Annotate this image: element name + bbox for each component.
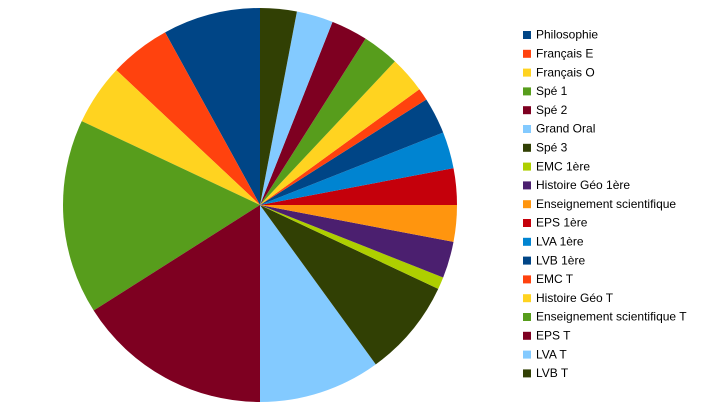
legend-label: LVB T xyxy=(536,366,569,380)
legend-label: EMC T xyxy=(536,272,574,286)
pie-slice xyxy=(260,168,457,205)
pie-slice xyxy=(260,132,454,205)
legend-swatch xyxy=(523,331,531,340)
legend-label: Spé 3 xyxy=(536,140,568,154)
legend-swatch xyxy=(523,313,531,321)
pie-slice xyxy=(260,38,395,205)
legend-label: Enseignement scientifique T xyxy=(536,310,687,324)
pie-slice xyxy=(81,70,260,205)
pie-slice xyxy=(260,11,333,206)
pie-slice xyxy=(260,89,427,205)
pie-slice xyxy=(260,205,376,402)
legend-swatch xyxy=(523,350,531,359)
legend-label: Spé 2 xyxy=(536,103,568,117)
pie-slice xyxy=(260,99,444,205)
legend-swatch xyxy=(523,369,531,378)
legend-label: LVA 1ère xyxy=(536,234,584,248)
pie-slice xyxy=(260,8,297,205)
legend-swatch xyxy=(523,106,531,115)
legend-label: Histoire Géo T xyxy=(536,291,614,305)
legend-swatch xyxy=(523,125,531,133)
legend-swatch xyxy=(523,31,531,39)
pie-slice xyxy=(116,32,260,205)
legend-swatch xyxy=(523,200,531,209)
legend-label: EPS T xyxy=(536,328,571,342)
pie-slice xyxy=(260,205,454,278)
legend-swatch xyxy=(523,87,531,96)
legend-label: Grand Oral xyxy=(536,122,595,136)
legend-swatch xyxy=(523,256,531,265)
legend-swatch xyxy=(523,49,531,58)
legend-label: LVB 1ère xyxy=(536,253,585,267)
legend-swatch xyxy=(523,162,531,171)
legend-label: Français O xyxy=(536,65,595,79)
legend-label: Français E xyxy=(536,46,593,60)
legend-swatch xyxy=(523,143,531,152)
legend-swatch xyxy=(523,219,531,227)
pie-slice xyxy=(260,205,457,242)
pie-slice xyxy=(260,205,439,365)
pie-slice xyxy=(260,205,444,289)
legend-label: Enseignement scientifique xyxy=(536,197,676,211)
pie-slice xyxy=(93,205,261,402)
pie-slice xyxy=(62,121,260,311)
legend-label: Histoire Géo 1ère xyxy=(536,178,630,192)
legend-swatch xyxy=(523,294,531,303)
legend-label: LVA T xyxy=(536,347,567,361)
legend-swatch xyxy=(523,237,531,246)
pie-slice xyxy=(165,8,260,205)
pie-slice xyxy=(260,61,420,205)
legend-swatch xyxy=(523,181,531,190)
legend-swatch xyxy=(523,275,531,284)
legend-label: Spé 1 xyxy=(536,84,568,98)
legend-label: EMC 1ère xyxy=(536,159,590,173)
legend-label: EPS 1ère xyxy=(536,216,588,230)
legend-label: Philosophie xyxy=(536,28,598,42)
pie-slice xyxy=(260,21,366,206)
legend-swatch xyxy=(523,68,531,77)
